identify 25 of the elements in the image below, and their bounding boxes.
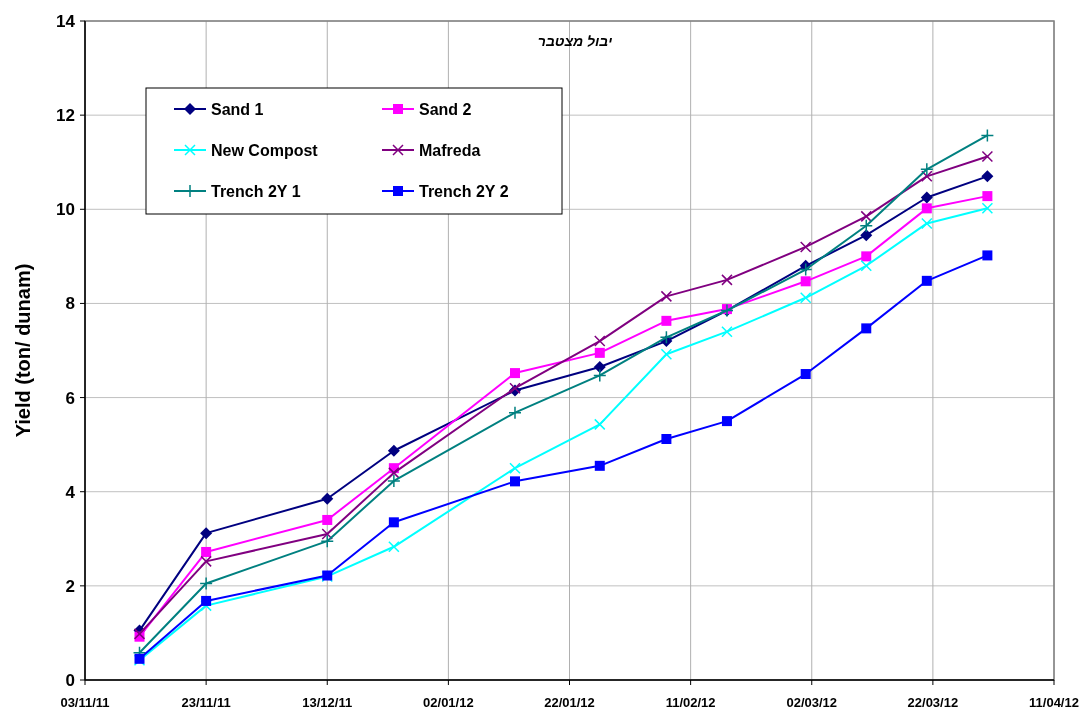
y-tick-label: 8 — [65, 294, 75, 314]
y-tick-label: 2 — [65, 576, 75, 596]
legend-label: Trench 2Y 2 — [419, 183, 509, 200]
legend-label: Mafreda — [419, 142, 481, 159]
y-tick-label: 10 — [56, 200, 75, 220]
x-tick-label: 22/01/12 — [544, 695, 595, 710]
x-tick-label: 23/11/11 — [181, 695, 231, 710]
text: יבול מצטבר — [537, 33, 613, 49]
x-tick-label: 11/02/12 — [665, 695, 716, 710]
y-tick-label: 12 — [56, 106, 75, 126]
y-tick-label: 14 — [56, 12, 76, 31]
y-axis-title: Yield (ton/ dunam) — [12, 263, 34, 438]
x-tick-label: 02/03/12 — [786, 695, 838, 710]
x-tick-label: 11/04/12 — [1029, 695, 1079, 710]
legend-label: Sand 1 — [211, 101, 264, 118]
x-tick-label: 03/11/11 — [60, 695, 110, 710]
legend-label: Sand 2 — [419, 101, 472, 118]
x-tick-label: 22/03/12 — [907, 695, 959, 710]
y-tick-label: 0 — [65, 671, 75, 690]
x-tick-label: 13/12/11 — [302, 695, 353, 710]
y-tick-label: 6 — [65, 388, 75, 408]
legend-label: New Compost — [211, 142, 319, 159]
y-tick-label: 4 — [65, 482, 76, 502]
x-tick-label: 02/01/12 — [423, 695, 474, 710]
legend-label: Trench 2Y 1 — [211, 183, 301, 200]
